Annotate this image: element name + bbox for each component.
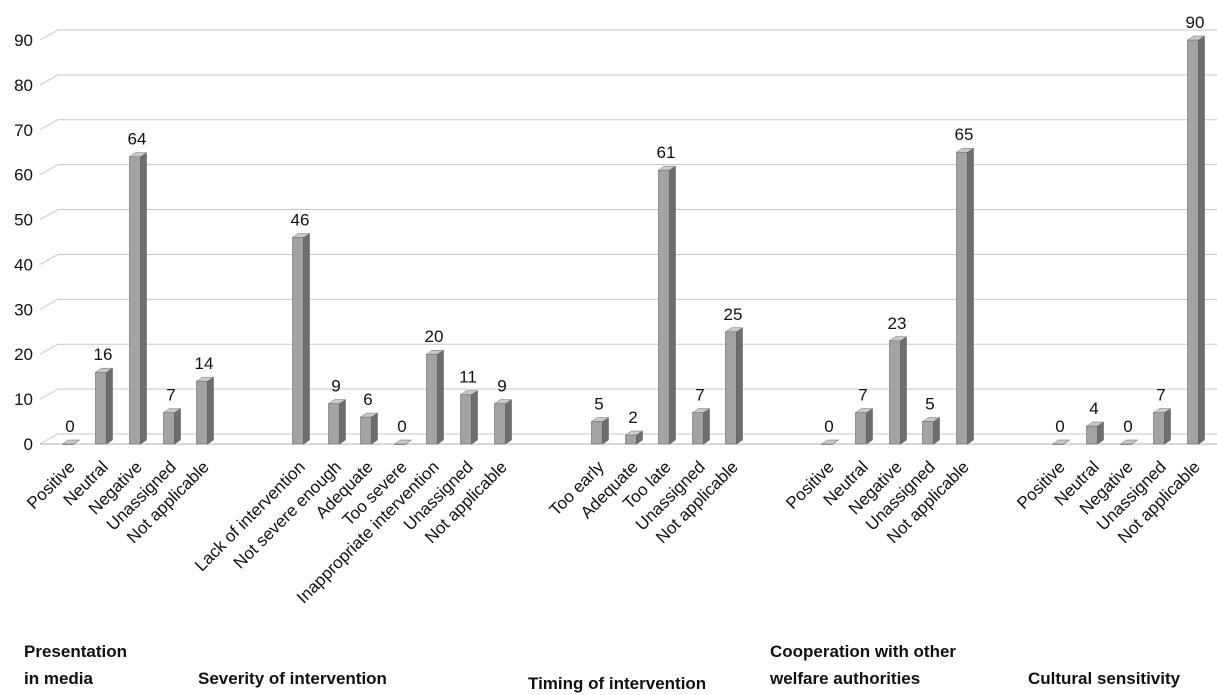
group-label: Presentation in media	[24, 642, 127, 688]
bar	[691, 408, 711, 445]
bar	[393, 439, 413, 445]
bar	[1186, 35, 1206, 445]
bar	[1152, 408, 1172, 445]
group-label: Severity of intervention	[198, 669, 387, 688]
y-axis-ticks: 0 10 20 30 40 50 60 70 80 90	[14, 31, 33, 454]
bar	[590, 417, 610, 445]
bar	[624, 430, 644, 445]
data-label: 0	[397, 417, 406, 436]
group-label: Cultural sensitivity	[1028, 669, 1181, 688]
data-label: 9	[497, 377, 506, 396]
data-label: 7	[166, 386, 175, 405]
gridline	[39, 119, 1217, 131]
bars	[61, 35, 1206, 445]
bar	[195, 376, 215, 445]
bar	[1085, 421, 1105, 445]
y-tick-label: 40	[14, 255, 33, 274]
bar	[459, 390, 479, 445]
data-label: 11	[459, 368, 477, 387]
y-tick-label: 50	[14, 211, 33, 230]
data-label: 5	[594, 395, 603, 414]
data-label: 6	[363, 390, 372, 409]
bar	[820, 439, 840, 445]
bar	[359, 412, 379, 445]
data-label: 25	[724, 305, 743, 324]
gridline	[39, 298, 1217, 310]
data-label: 61	[657, 143, 676, 162]
bar	[425, 349, 445, 445]
data-label: 23	[888, 314, 907, 333]
data-label: 7	[858, 386, 867, 405]
bar	[1119, 439, 1139, 445]
data-label: 0	[1123, 417, 1132, 436]
bar	[291, 233, 311, 445]
data-label: 64	[128, 130, 147, 149]
gridline	[39, 209, 1217, 220]
group-labels: Presentation in media Severity of interven…	[24, 642, 1181, 693]
bar	[162, 408, 182, 445]
bar	[854, 408, 874, 445]
data-label: 65	[955, 125, 974, 144]
data-label: 0	[824, 417, 833, 436]
y-tick-label: 70	[14, 121, 33, 140]
bar	[657, 165, 677, 445]
data-label: 90	[1186, 13, 1205, 32]
data-label: 20	[425, 327, 444, 346]
data-label: 0	[1055, 417, 1064, 436]
bar	[61, 439, 81, 445]
gridlines	[39, 29, 1217, 445]
group-label: Timing of intervention	[528, 674, 706, 693]
data-label: 5	[925, 395, 934, 414]
gridline	[39, 253, 1217, 265]
bar	[724, 327, 744, 445]
y-tick-label: 80	[14, 76, 33, 95]
data-label: 0	[65, 417, 74, 436]
data-label: 7	[1156, 386, 1165, 405]
bar	[1051, 439, 1071, 445]
bar	[493, 399, 513, 445]
y-tick-label: 20	[14, 345, 33, 364]
bar	[888, 336, 908, 445]
bar	[955, 147, 975, 445]
data-label: 46	[291, 211, 310, 230]
gridline	[39, 343, 1217, 355]
bar	[921, 417, 941, 445]
y-tick-label: 30	[14, 300, 33, 319]
y-tick-label: 10	[14, 390, 33, 409]
gridline	[39, 388, 1217, 400]
group-label: Cooperation with other welfare authoritie…	[769, 642, 956, 688]
y-tick-label: 90	[14, 31, 33, 50]
y-tick-label: 0	[24, 435, 33, 454]
gridline	[39, 164, 1217, 176]
gridline	[39, 29, 1217, 41]
data-label: 9	[331, 377, 340, 396]
y-tick-label: 60	[14, 166, 33, 185]
data-label: 4	[1089, 399, 1098, 418]
data-label: 2	[628, 408, 637, 427]
data-label: 14	[195, 354, 214, 373]
bar	[327, 399, 347, 445]
gridline	[39, 74, 1217, 86]
bar	[94, 367, 114, 445]
data-labels: 0 16 64 7 14 46 9 6 0 20 11 9 5 2 61 7 25 0 7 23 5 65 0 4 0 7 90	[65, 13, 1204, 436]
gridline	[39, 433, 1217, 445]
data-label: 16	[94, 345, 113, 364]
bar	[128, 152, 148, 445]
data-label: 7	[695, 386, 704, 405]
